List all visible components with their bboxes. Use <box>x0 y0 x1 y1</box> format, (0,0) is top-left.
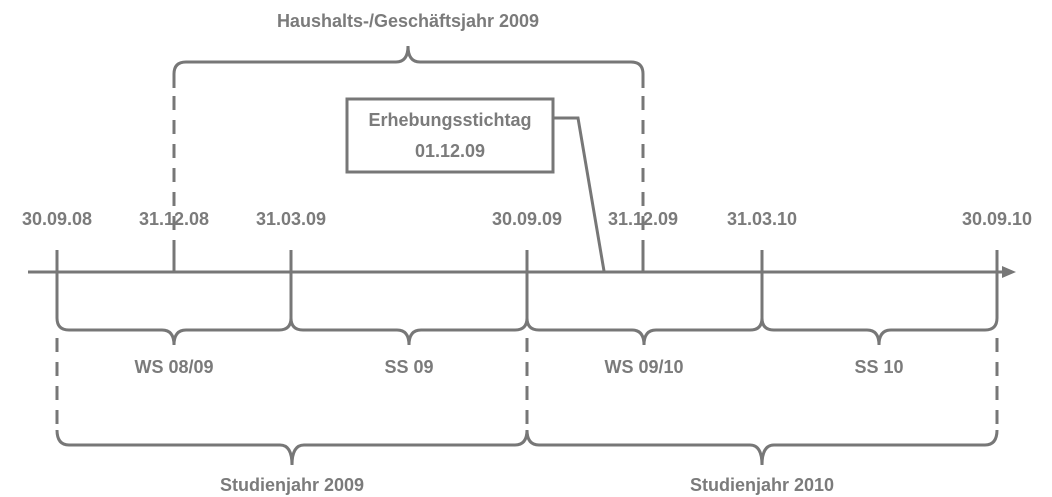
semester-brace <box>760 272 999 346</box>
callout-text: Erhebungsstichtag <box>368 110 531 130</box>
date-label: 30.09.10 <box>962 209 1032 229</box>
date-label: 31.12.08 <box>139 209 209 229</box>
semester-label: SS 09 <box>384 357 433 377</box>
semester-brace <box>55 272 293 346</box>
semester-brace <box>289 272 529 346</box>
date-label: 31.03.09 <box>256 209 326 229</box>
semester-brace <box>525 272 764 346</box>
fiscal-brace <box>172 45 645 88</box>
study-dash <box>55 338 999 428</box>
study-year-label: Studienjahr 2010 <box>690 475 834 495</box>
date-label: 31.03.10 <box>727 209 797 229</box>
callout-text: 01.12.09 <box>415 141 485 161</box>
date-label: 30.09.08 <box>22 209 92 229</box>
semester-label: SS 10 <box>854 357 903 377</box>
study-brace <box>55 429 529 466</box>
fiscal-dash <box>172 96 645 250</box>
fiscal-year-title: Haushalts-/Geschäftsjahr 2009 <box>277 11 539 31</box>
semester-label: WS 09/10 <box>604 357 683 377</box>
axis-arrow <box>1002 266 1016 278</box>
callout-box <box>345 97 555 174</box>
study-brace <box>525 429 999 466</box>
date-label: 30.09.09 <box>492 209 562 229</box>
date-label: 31.12.09 <box>608 209 678 229</box>
ticks <box>55 250 999 272</box>
semester-label: WS 08/09 <box>134 357 213 377</box>
callout-pointer <box>553 116 606 272</box>
study-year-label: Studienjahr 2009 <box>220 475 364 495</box>
